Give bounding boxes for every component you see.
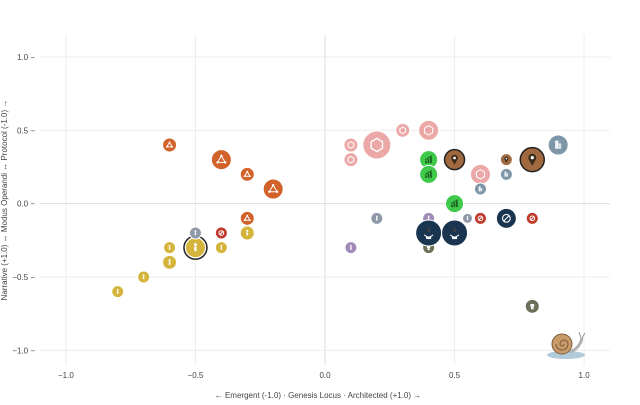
point-layer: $ $ [111,119,569,314]
network-icon [262,178,284,200]
scatter-point[interactable] [162,137,178,153]
scatter-point[interactable] [525,211,539,225]
y-tick-label: −1.0 − [12,346,35,355]
scatter-point[interactable]: $ [415,219,443,247]
scatter-point[interactable] [162,254,178,270]
y-tick-label: 1.0 − [17,53,35,62]
scatter-point[interactable] [547,134,569,156]
scatter-point[interactable] [462,212,473,224]
x-tick-label: −1.0 [58,371,74,380]
scatter-point[interactable] [524,298,540,314]
x-tick-label: 0.5 [449,371,461,380]
scatter-point[interactable] [499,153,513,167]
grid-layer [40,35,610,365]
y-axis-title: Narrative (+1.0) ↔ Modus Operandi ↔ Prot… [0,100,9,301]
scatter-point[interactable] [419,150,439,170]
hexagon-icon [362,130,392,160]
scatter-point[interactable] [395,122,411,138]
hexagon-icon [418,119,440,141]
network-icon [239,166,255,182]
scatter-point[interactable] [214,226,228,240]
scatter-point[interactable] [445,194,465,214]
tick-layer: −1.0 −0.5 0.0 0.5 1.0 1.0 − 0.5 − 0.0 − −0.5 − −1… [12,53,590,380]
scatter-point[interactable] [183,235,208,260]
scatter-point[interactable] [473,211,487,225]
scatter-point[interactable] [419,164,439,184]
network-icon [162,137,178,153]
scatter-point[interactable] [499,167,513,181]
y-tick-label: 0.5 − [17,126,35,135]
scatter-point[interactable] [239,166,255,182]
x-tick-label: 0.0 [319,371,331,380]
scatter-point[interactable] [239,210,255,226]
scatter-point[interactable] [519,146,546,173]
network-icon [210,149,232,171]
svg-text:$: $ [427,227,431,234]
money-plant-icon [441,219,469,247]
scatter-point[interactable] [262,178,284,200]
scatter-point[interactable] [111,285,125,299]
hexagon-icon [343,137,359,153]
scatter-point[interactable] [210,149,232,171]
hexagon-icon [343,152,359,168]
x-tick-label: −0.5 [188,371,204,380]
scatter-point[interactable] [418,119,440,141]
scatter-point[interactable] [163,241,177,255]
snail-logo [547,331,586,359]
scatter-point[interactable] [214,241,228,255]
scatter-point[interactable] [137,270,151,284]
scatter-point[interactable] [495,207,517,229]
network-icon [239,210,255,226]
scatter-point[interactable] [370,211,384,225]
x-tick-label: 1.0 [579,371,591,380]
scatter-point[interactable] [473,182,487,196]
scatter-point[interactable] [362,130,392,160]
y-tick-label: 0.0 − [17,200,35,209]
scatter-point[interactable] [344,241,358,255]
scatter-point[interactable] [469,163,491,185]
scatter-point[interactable] [188,226,202,240]
scatter-point[interactable] [343,137,359,153]
svg-text:$: $ [453,227,457,234]
y-tick-label: −0.5 − [12,273,35,282]
hexagon-icon [469,163,491,185]
scatter-point[interactable]: $ [441,219,469,247]
scatter-point[interactable] [443,148,466,171]
scatter-point[interactable] [239,225,255,241]
x-axis-title: ← Emergent (-1.0) · Genesis Locus · Arch… [215,391,422,400]
hexagon-icon [395,122,411,138]
scatter-point[interactable] [343,152,359,168]
